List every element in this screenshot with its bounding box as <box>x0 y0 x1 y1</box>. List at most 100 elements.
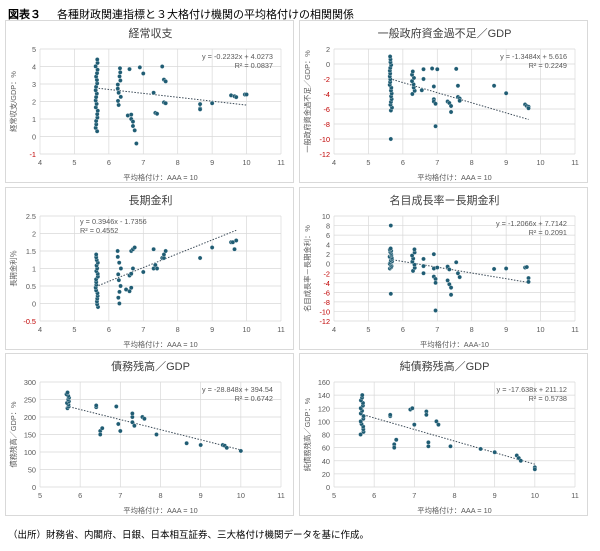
svg-text:6: 6 <box>107 325 111 334</box>
svg-text:0: 0 <box>32 300 36 309</box>
svg-text:7: 7 <box>412 491 416 500</box>
svg-text:5: 5 <box>72 158 76 167</box>
svg-text:11: 11 <box>571 158 579 167</box>
svg-text:2: 2 <box>32 230 36 239</box>
svg-text:60: 60 <box>322 444 330 453</box>
svg-text:1: 1 <box>32 115 36 124</box>
svg-text:8: 8 <box>470 158 474 167</box>
svg-text:y = -0.2232x + 4.0273: y = -0.2232x + 4.0273 <box>202 52 273 61</box>
svg-text:-4: -4 <box>324 90 331 99</box>
svg-text:純債務残高／GDP: 純債務残高／GDP <box>400 359 490 373</box>
svg-text:4: 4 <box>326 241 330 250</box>
svg-text:4: 4 <box>38 158 42 167</box>
svg-text:11: 11 <box>277 158 285 167</box>
svg-text:10: 10 <box>237 491 245 500</box>
svg-text:10: 10 <box>243 158 251 167</box>
svg-text:80: 80 <box>322 431 330 440</box>
svg-text:0: 0 <box>32 483 36 492</box>
svg-text:4: 4 <box>38 325 42 334</box>
svg-text:-1: -1 <box>30 150 37 159</box>
svg-text:11: 11 <box>571 491 579 500</box>
svg-text:純債務残高／GDP：%: 純債務残高／GDP：% <box>303 397 312 471</box>
svg-text:150: 150 <box>24 431 36 440</box>
svg-text:-6: -6 <box>324 105 331 114</box>
svg-text:一般政府資金過不足／GDP: 一般政府資金過不足／GDP <box>378 26 512 40</box>
svg-text:-0.5: -0.5 <box>23 317 36 326</box>
svg-text:-2: -2 <box>324 269 331 278</box>
svg-text:4: 4 <box>332 325 336 334</box>
svg-text:2: 2 <box>326 45 330 54</box>
svg-text:8: 8 <box>176 325 180 334</box>
svg-text:10: 10 <box>243 325 251 334</box>
svg-text:-10: -10 <box>319 135 330 144</box>
svg-text:5: 5 <box>366 158 370 167</box>
svg-text:8: 8 <box>470 325 474 334</box>
svg-text:40: 40 <box>322 457 330 466</box>
svg-text:9: 9 <box>210 325 214 334</box>
svg-text:11: 11 <box>277 325 285 334</box>
svg-text:8: 8 <box>326 222 330 231</box>
svg-text:名目成長率ー長期金利: 名目成長率ー長期金利 <box>390 193 500 207</box>
svg-text:平均格付け：AAA = 10: 平均格付け：AAA = 10 <box>123 340 197 349</box>
svg-text:5: 5 <box>332 491 336 500</box>
svg-text:y = -17.638x + 211.12: y = -17.638x + 211.12 <box>497 385 567 394</box>
svg-text:9: 9 <box>493 491 497 500</box>
svg-text:140: 140 <box>318 391 330 400</box>
svg-text:160: 160 <box>318 378 330 387</box>
svg-text:0: 0 <box>326 60 330 69</box>
svg-text:7: 7 <box>141 158 145 167</box>
svg-text:6: 6 <box>401 325 405 334</box>
svg-text:y = -1.3484x + 5.616: y = -1.3484x + 5.616 <box>500 52 567 61</box>
svg-text:2: 2 <box>32 98 36 107</box>
svg-text:一般政府資金過不足／GDP：%: 一般政府資金過不足／GDP：% <box>303 50 312 153</box>
svg-text:8: 8 <box>158 491 162 500</box>
svg-text:9: 9 <box>199 491 203 500</box>
svg-text:R² = 0.4552: R² = 0.4552 <box>80 226 118 235</box>
svg-text:0.5: 0.5 <box>26 282 36 291</box>
svg-text:平均格付け：AAA = 10: 平均格付け：AAA = 10 <box>123 173 197 182</box>
svg-text:5: 5 <box>38 491 42 500</box>
svg-text:10: 10 <box>537 158 545 167</box>
svg-text:R² = 0.2091: R² = 0.2091 <box>529 228 567 237</box>
svg-text:9: 9 <box>504 158 508 167</box>
svg-text:6: 6 <box>372 491 376 500</box>
svg-text:300: 300 <box>24 378 36 387</box>
svg-text:R² = 0.2249: R² = 0.2249 <box>529 61 567 70</box>
svg-text:1.5: 1.5 <box>26 247 36 256</box>
svg-text:平均格付け：AAA = 10: 平均格付け：AAA = 10 <box>417 506 491 515</box>
svg-text:y = -28.848x + 394.54: y = -28.848x + 394.54 <box>202 385 273 394</box>
svg-text:11: 11 <box>277 491 285 500</box>
svg-text:8: 8 <box>452 491 456 500</box>
svg-text:経常収支: 経常収支 <box>129 27 173 40</box>
svg-text:-8: -8 <box>324 120 331 129</box>
svg-text:-6: -6 <box>324 288 331 297</box>
svg-text:1: 1 <box>32 265 36 274</box>
svg-text:100: 100 <box>318 417 330 426</box>
svg-text:-12: -12 <box>319 317 330 326</box>
svg-text:-2: -2 <box>324 75 331 84</box>
svg-text:0: 0 <box>32 133 36 142</box>
svg-text:-4: -4 <box>324 279 331 288</box>
svg-text:-12: -12 <box>319 150 330 159</box>
svg-text:0: 0 <box>326 483 330 492</box>
svg-text:6: 6 <box>326 231 330 240</box>
svg-text:50: 50 <box>28 466 36 475</box>
svg-text:2.5: 2.5 <box>26 212 36 221</box>
svg-text:10: 10 <box>537 325 545 334</box>
svg-text:-8: -8 <box>324 298 331 307</box>
svg-text:4: 4 <box>32 63 36 72</box>
svg-text:長期金利％: 長期金利％ <box>9 250 18 286</box>
svg-text:200: 200 <box>24 413 36 422</box>
svg-text:平均格付け：AAA-10: 平均格付け：AAA-10 <box>420 340 489 349</box>
svg-text:7: 7 <box>141 325 145 334</box>
svg-text:7: 7 <box>118 491 122 500</box>
svg-text:R² = 0.6742: R² = 0.6742 <box>235 394 273 403</box>
svg-text:2: 2 <box>326 250 330 259</box>
svg-text:9: 9 <box>210 158 214 167</box>
svg-text:平均格付け：AAA = 10: 平均格付け：AAA = 10 <box>123 506 197 515</box>
svg-text:11: 11 <box>571 325 579 334</box>
svg-text:250: 250 <box>24 396 36 405</box>
svg-text:債務残高／GDP：%: 債務残高／GDP：% <box>9 401 18 468</box>
svg-text:6: 6 <box>401 158 405 167</box>
svg-text:平均格付け：AAA = 10: 平均格付け：AAA = 10 <box>417 173 491 182</box>
